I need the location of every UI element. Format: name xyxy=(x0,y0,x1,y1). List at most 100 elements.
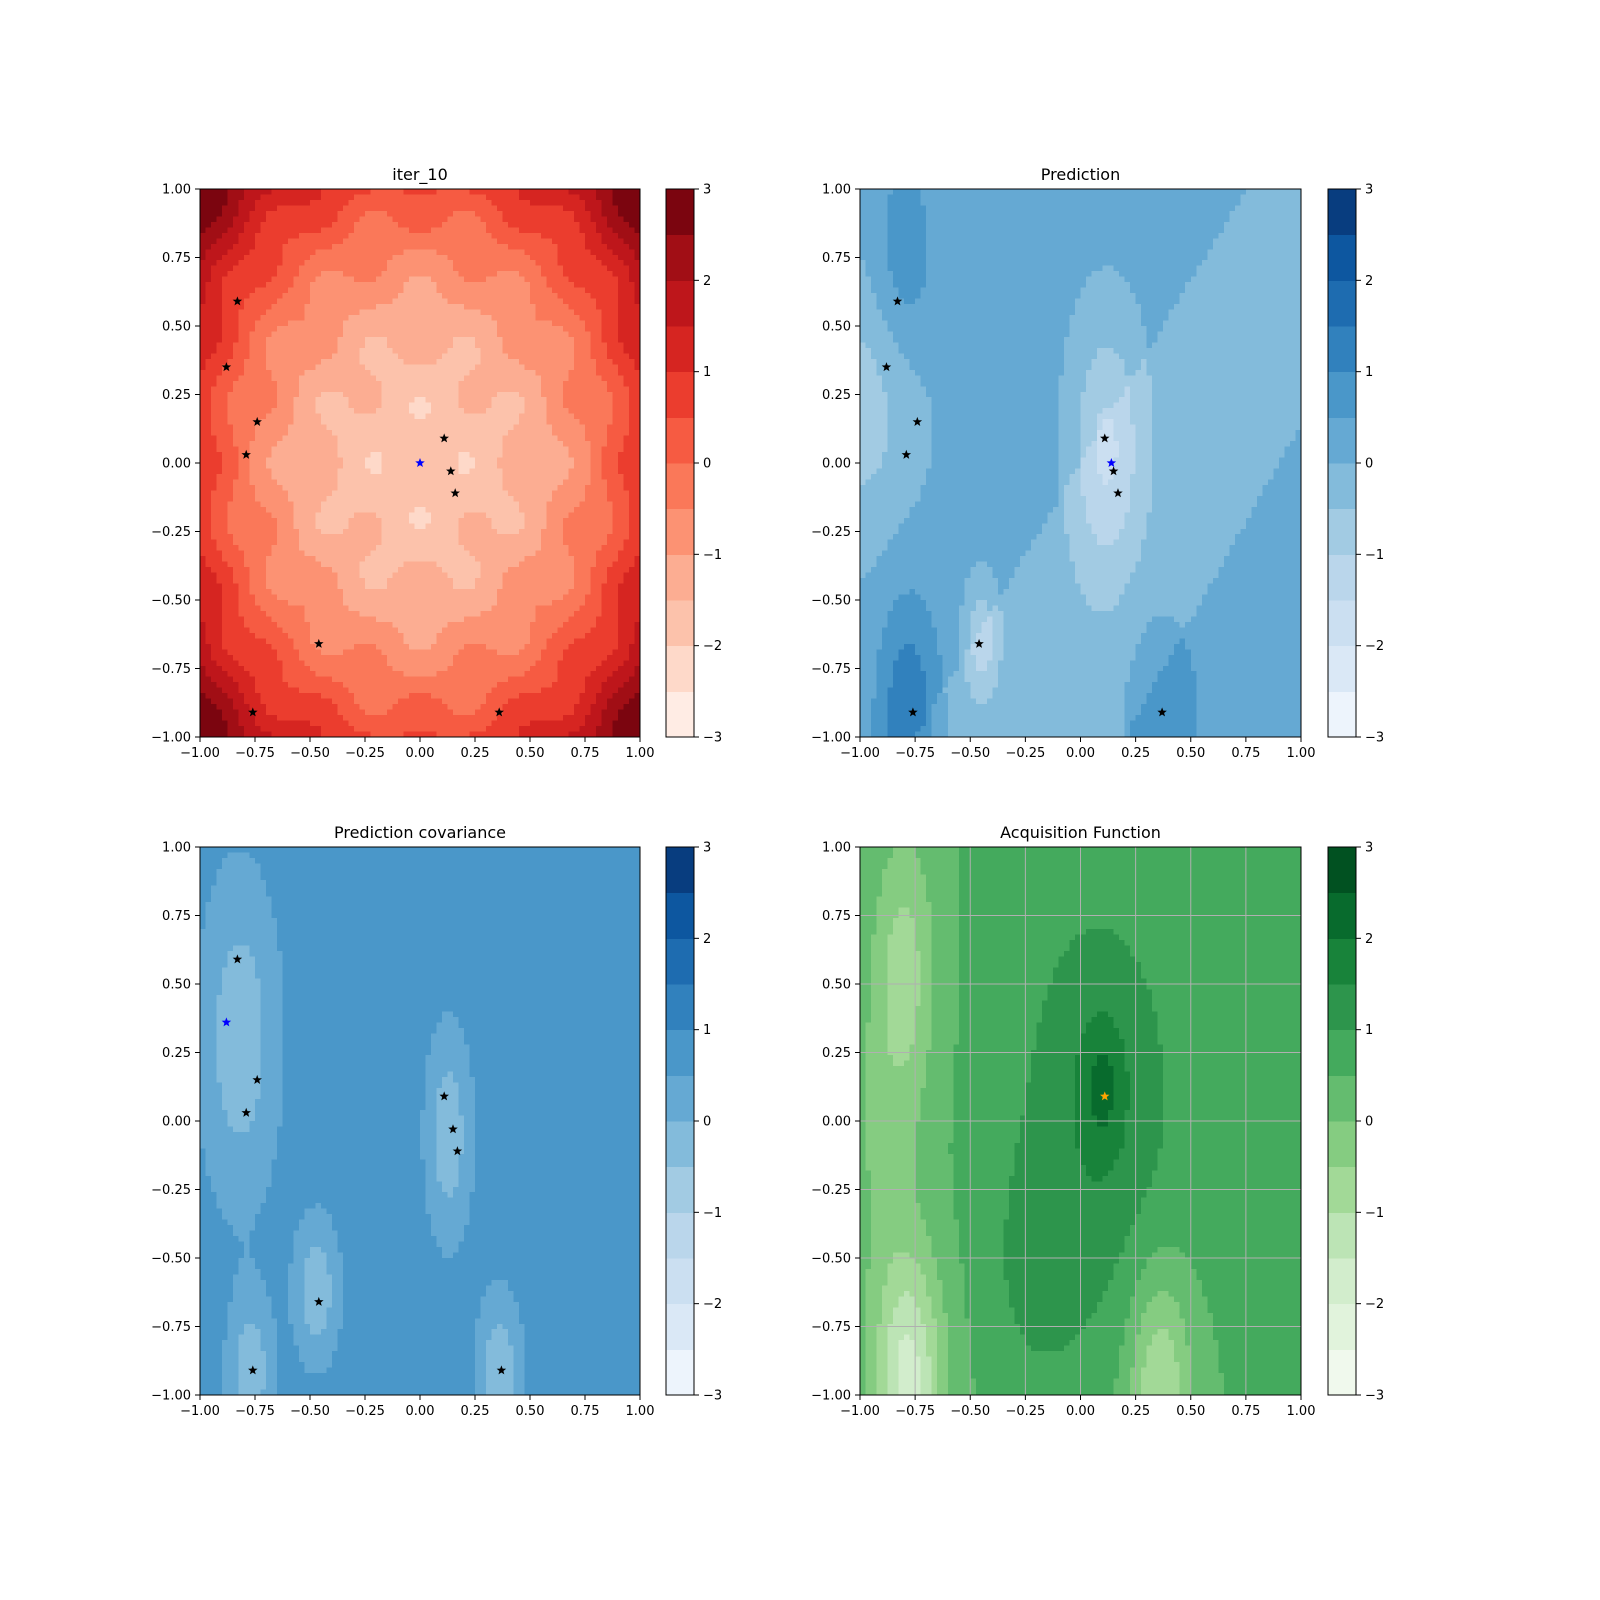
colorbar-level xyxy=(1328,463,1356,509)
chart-panel-2: Prediction−1.00 −0.75 −0.50 −0.25 0.00 0.25 0.… xyxy=(811,165,1384,761)
y-tick-label: 0.50 xyxy=(822,978,851,993)
x-tick-label: 1.00 xyxy=(1287,746,1316,761)
colorbar-level xyxy=(666,1121,694,1167)
x-tick-label: 0.25 xyxy=(461,1404,490,1419)
colorbar-tick-label: 0 xyxy=(703,457,711,472)
chart-panel-1: iter_10−1.00 −0.75 −0.50 −0.25 0.00 0.25 0.50 0… xyxy=(151,165,722,761)
y-tick-label: 0.25 xyxy=(162,388,191,403)
x-tick-label: −0.75 xyxy=(895,746,935,761)
x-tick-label: 0.75 xyxy=(1231,1404,1260,1419)
y-tick-label: 0.50 xyxy=(162,320,191,335)
x-tick-label: 0.75 xyxy=(571,746,600,761)
x-tick-label: −0.50 xyxy=(950,746,990,761)
chart-title: Acquisition Function xyxy=(1000,823,1161,842)
x-tick-label: 0.50 xyxy=(516,746,545,761)
colorbar-level xyxy=(666,1349,694,1395)
x-tick-label: −0.75 xyxy=(235,1404,275,1419)
colorbar-tick-label: 0 xyxy=(1365,1115,1373,1130)
x-tick-label: −0.25 xyxy=(1005,746,1045,761)
y-tick-label: 1.00 xyxy=(162,183,191,198)
colorbar-tick-label: 1 xyxy=(1365,1023,1373,1038)
colorbar-tick-label: −1 xyxy=(703,1206,722,1221)
colorbar-level xyxy=(666,1167,694,1213)
colorbar-tick-label: −3 xyxy=(703,731,722,746)
y-tick-label: −1.00 xyxy=(811,1389,851,1404)
colorbar-level xyxy=(666,1212,694,1258)
colorbar-level xyxy=(1328,1258,1356,1304)
colorbar-level xyxy=(666,554,694,600)
x-tick-label: 0.00 xyxy=(1066,746,1095,761)
x-tick-label: −0.75 xyxy=(895,1404,935,1419)
colorbar-level xyxy=(1328,1121,1356,1167)
y-tick-label: −0.50 xyxy=(151,1252,191,1267)
x-tick-label: −0.25 xyxy=(345,1404,385,1419)
y-tick-label: 0.25 xyxy=(822,1046,851,1061)
x-tick-label: 0.25 xyxy=(1121,746,1150,761)
x-tick-label: 0.00 xyxy=(406,746,435,761)
colorbar-tick-label: −1 xyxy=(1365,548,1384,563)
y-tick-label: 0.25 xyxy=(822,388,851,403)
y-tick-label: −0.25 xyxy=(151,525,191,540)
colorbar-tick-label: 2 xyxy=(703,274,711,289)
colorbar-level xyxy=(1328,1167,1356,1213)
colorbar-tick-label: −1 xyxy=(1365,1206,1384,1221)
colorbar-level xyxy=(1328,1304,1356,1350)
colorbar-level xyxy=(1328,280,1356,326)
x-tick-label: 0.50 xyxy=(516,1404,545,1419)
colorbar-level xyxy=(666,938,694,984)
y-tick-label: 0.50 xyxy=(822,320,851,335)
colorbar-level xyxy=(1328,893,1356,939)
y-tick-label: 0.00 xyxy=(162,1115,191,1130)
colorbar-level xyxy=(1328,1212,1356,1258)
colorbar-tick-label: −2 xyxy=(1365,639,1384,654)
colorbar-tick-label: 2 xyxy=(703,932,711,947)
colorbar-tick-label: −1 xyxy=(703,548,722,563)
colorbar-level xyxy=(666,372,694,418)
y-tick-label: −0.50 xyxy=(811,1252,851,1267)
colorbar-tick-label: −2 xyxy=(703,639,722,654)
chart-title: iter_10 xyxy=(392,165,448,185)
x-tick-label: −1.00 xyxy=(180,746,220,761)
y-tick-label: 0.75 xyxy=(822,909,851,924)
x-tick-label: 1.00 xyxy=(626,746,655,761)
contour-field xyxy=(200,847,641,1396)
y-tick-label: −0.25 xyxy=(811,525,851,540)
y-tick-label: −0.25 xyxy=(811,1183,851,1198)
x-tick-label: −0.75 xyxy=(235,746,275,761)
colorbar-level xyxy=(1328,938,1356,984)
chart-panel-3: Prediction covariance −1.00 −0.75 −0.50 −0.2… xyxy=(151,823,722,1419)
y-tick-label: 1.00 xyxy=(822,183,851,198)
colorbar-tick-label: 1 xyxy=(703,365,711,380)
colorbar-level xyxy=(1328,1349,1356,1395)
colorbar-level xyxy=(666,417,694,463)
y-tick-label: 0.25 xyxy=(162,1046,191,1061)
colorbar-level xyxy=(666,600,694,646)
x-tick-label: 0.75 xyxy=(1231,746,1260,761)
chart-title: Prediction covariance xyxy=(334,823,506,842)
colorbar-level xyxy=(666,189,694,235)
y-tick-label: −1.00 xyxy=(151,1389,191,1404)
x-tick-label: −0.50 xyxy=(950,1404,990,1419)
colorbar-level xyxy=(1328,372,1356,418)
x-tick-label: −1.00 xyxy=(180,1404,220,1419)
colorbar-level xyxy=(1328,1030,1356,1076)
y-tick-label: 0.50 xyxy=(162,978,191,993)
colorbar-tick-label: 1 xyxy=(703,1023,711,1038)
x-tick-label: 0.75 xyxy=(571,1404,600,1419)
colorbar-level xyxy=(1328,600,1356,646)
colorbar-tick-label: 2 xyxy=(1365,274,1373,289)
colorbar-level xyxy=(666,509,694,555)
colorbar-tick-label: 2 xyxy=(1365,932,1373,947)
colorbar-tick-label: 3 xyxy=(703,841,711,856)
colorbar-level xyxy=(666,1075,694,1121)
chart-title: Prediction xyxy=(1041,165,1120,184)
colorbar-level xyxy=(1328,1075,1356,1121)
x-tick-label: 0.00 xyxy=(406,1404,435,1419)
y-tick-label: 0.75 xyxy=(162,909,191,924)
colorbar-level xyxy=(1328,984,1356,1030)
colorbar-tick-label: 0 xyxy=(1365,457,1373,472)
colorbar-tick-label: −3 xyxy=(703,1389,722,1404)
colorbar-tick-label: −3 xyxy=(1365,1389,1384,1404)
y-tick-label: −0.25 xyxy=(151,1183,191,1198)
